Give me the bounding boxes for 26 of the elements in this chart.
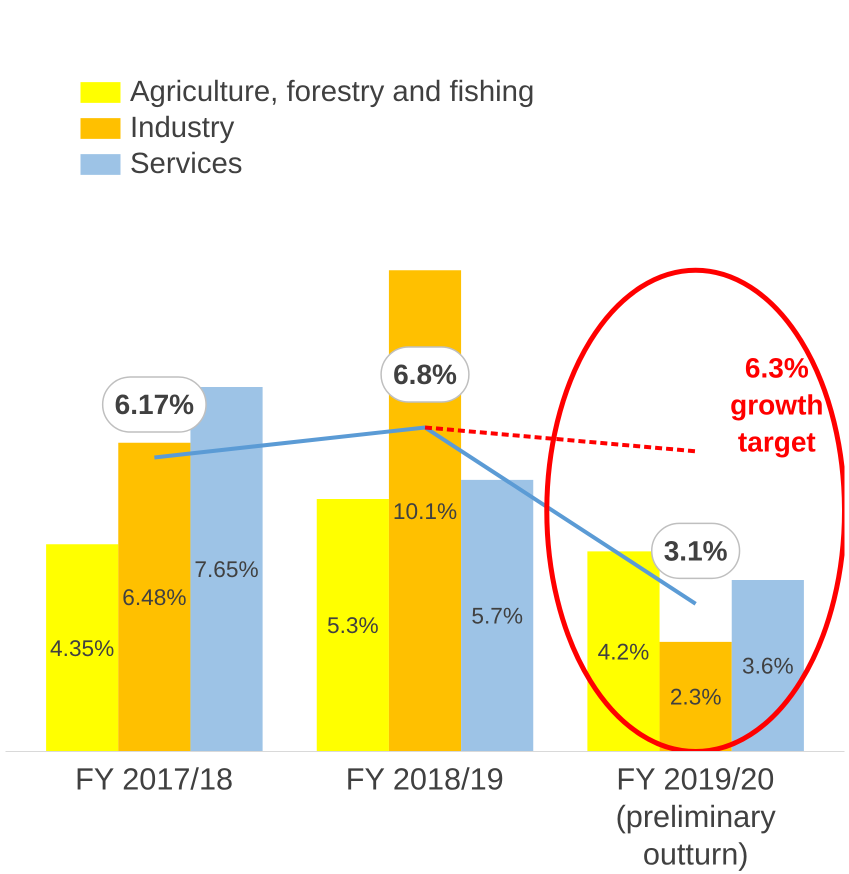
data-label: 3.6% — [742, 652, 794, 679]
x-tick-label: FY 2018/19 — [346, 762, 504, 796]
bar — [461, 480, 534, 752]
bar — [660, 642, 732, 752]
bar — [118, 442, 190, 752]
legend-label: Industry — [130, 111, 234, 145]
data-label: 10.1% — [392, 498, 458, 524]
bar — [316, 498, 389, 752]
data-label: 3.1% — [664, 535, 728, 566]
x-tick-label: FY 2019/20 (preliminary outturn) — [616, 762, 776, 872]
data-label: 7.65% — [194, 556, 259, 582]
legend-label: Services — [130, 147, 242, 181]
data-label: 4.35% — [50, 634, 114, 661]
legend-label: Agriculture, forestry and fishing — [130, 75, 534, 109]
data-label: 5.3% — [327, 612, 379, 638]
x-tick-label: FY 2017/18 — [75, 762, 234, 796]
data-label: 2.3% — [670, 684, 722, 710]
data-label: 5.7% — [471, 602, 523, 629]
bar — [587, 551, 660, 752]
data-label: 6.8% — [393, 359, 458, 390]
data-label: 4.2% — [598, 638, 650, 664]
data-label: 6.48% — [122, 584, 186, 610]
bar — [732, 580, 804, 752]
data-label: 6.17% — [114, 389, 194, 420]
bar — [46, 544, 118, 752]
annotation: 6.3% growth target — [730, 352, 824, 458]
